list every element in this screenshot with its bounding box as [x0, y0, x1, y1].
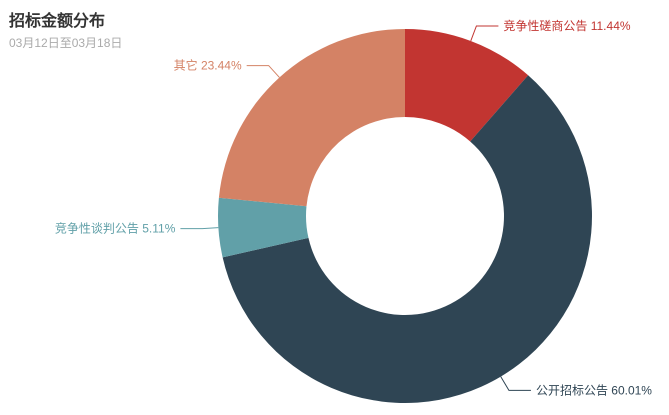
- chart-title: 招标金额分布: [9, 13, 106, 30]
- pie-slice-2[interactable]: [218, 197, 309, 258]
- pie-label-0: 竞争性磋商公告 11.44%: [503, 18, 630, 33]
- pie-slice-1[interactable]: [222, 75, 592, 403]
- pie-label-line-3: [246, 65, 280, 78]
- pie-label-line-0: [470, 25, 499, 42]
- pie-label-line-1: [500, 376, 531, 391]
- pie-slice-0[interactable]: [405, 29, 529, 142]
- chart-subtitle: 03月12日至03月18日: [9, 36, 123, 51]
- pie-label-1: 公开招标公告 60.01%: [536, 383, 652, 397]
- pie-label-2: 竞争性谈判公告 5.11%: [55, 222, 176, 236]
- pie-slice-3[interactable]: [218, 29, 405, 207]
- chart-header: 招标金额分布 03月12日至03月18日: [9, 12, 122, 51]
- pie-label-line-2: [180, 227, 219, 230]
- pie-label-3: 其它 23.44%: [174, 58, 242, 73]
